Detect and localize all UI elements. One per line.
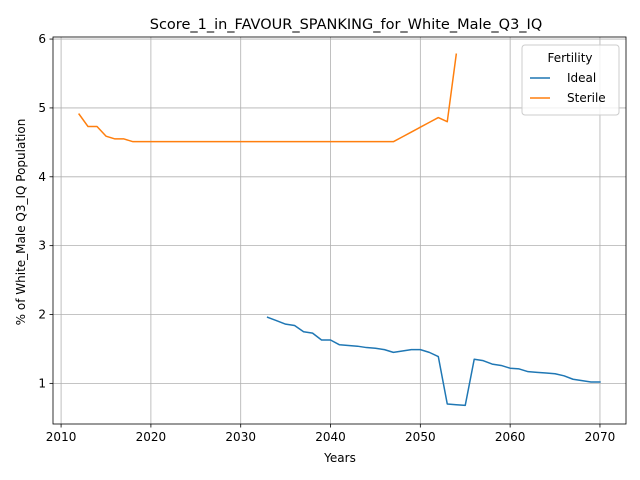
y-tick-label: 6: [38, 32, 46, 46]
grid: [53, 37, 626, 424]
y-tick-label: 5: [38, 101, 46, 115]
series-line-sterile: [78, 53, 458, 143]
x-tick-label: 2060: [495, 430, 526, 444]
x-tick-label: 2040: [315, 430, 346, 444]
y-tick-label: 1: [38, 376, 46, 390]
x-tick-label: 2010: [46, 430, 77, 444]
y-axis-label: % of White_Male Q3_IQ Population: [14, 119, 28, 326]
x-tick-label: 2030: [225, 430, 256, 444]
y-tick-label: 3: [38, 239, 46, 253]
x-tick-label: 2070: [585, 430, 616, 444]
x-axis-label: Years: [323, 451, 356, 465]
series-lines: [78, 53, 601, 407]
legend-title: Fertility: [547, 51, 592, 65]
axis-ticks: 2010 2020 2030 2040 2050 2060 2070 1 2 3 4 5 6: [38, 32, 615, 444]
chart-title: Score_1_in_FAVOUR_SPANKING_for_White_Mal…: [150, 17, 543, 33]
legend-label-ideal: Ideal: [567, 71, 596, 85]
x-tick-label: 2020: [136, 430, 167, 444]
legend: Fertility Ideal Sterile: [521, 44, 620, 116]
x-tick-label: 2050: [405, 430, 436, 444]
plot-frame: [52, 36, 627, 425]
y-tick-label: 4: [38, 170, 46, 184]
series-line-ideal: [266, 316, 601, 407]
y-tick-label: 2: [38, 308, 46, 322]
legend-label-sterile: Sterile: [567, 91, 606, 105]
